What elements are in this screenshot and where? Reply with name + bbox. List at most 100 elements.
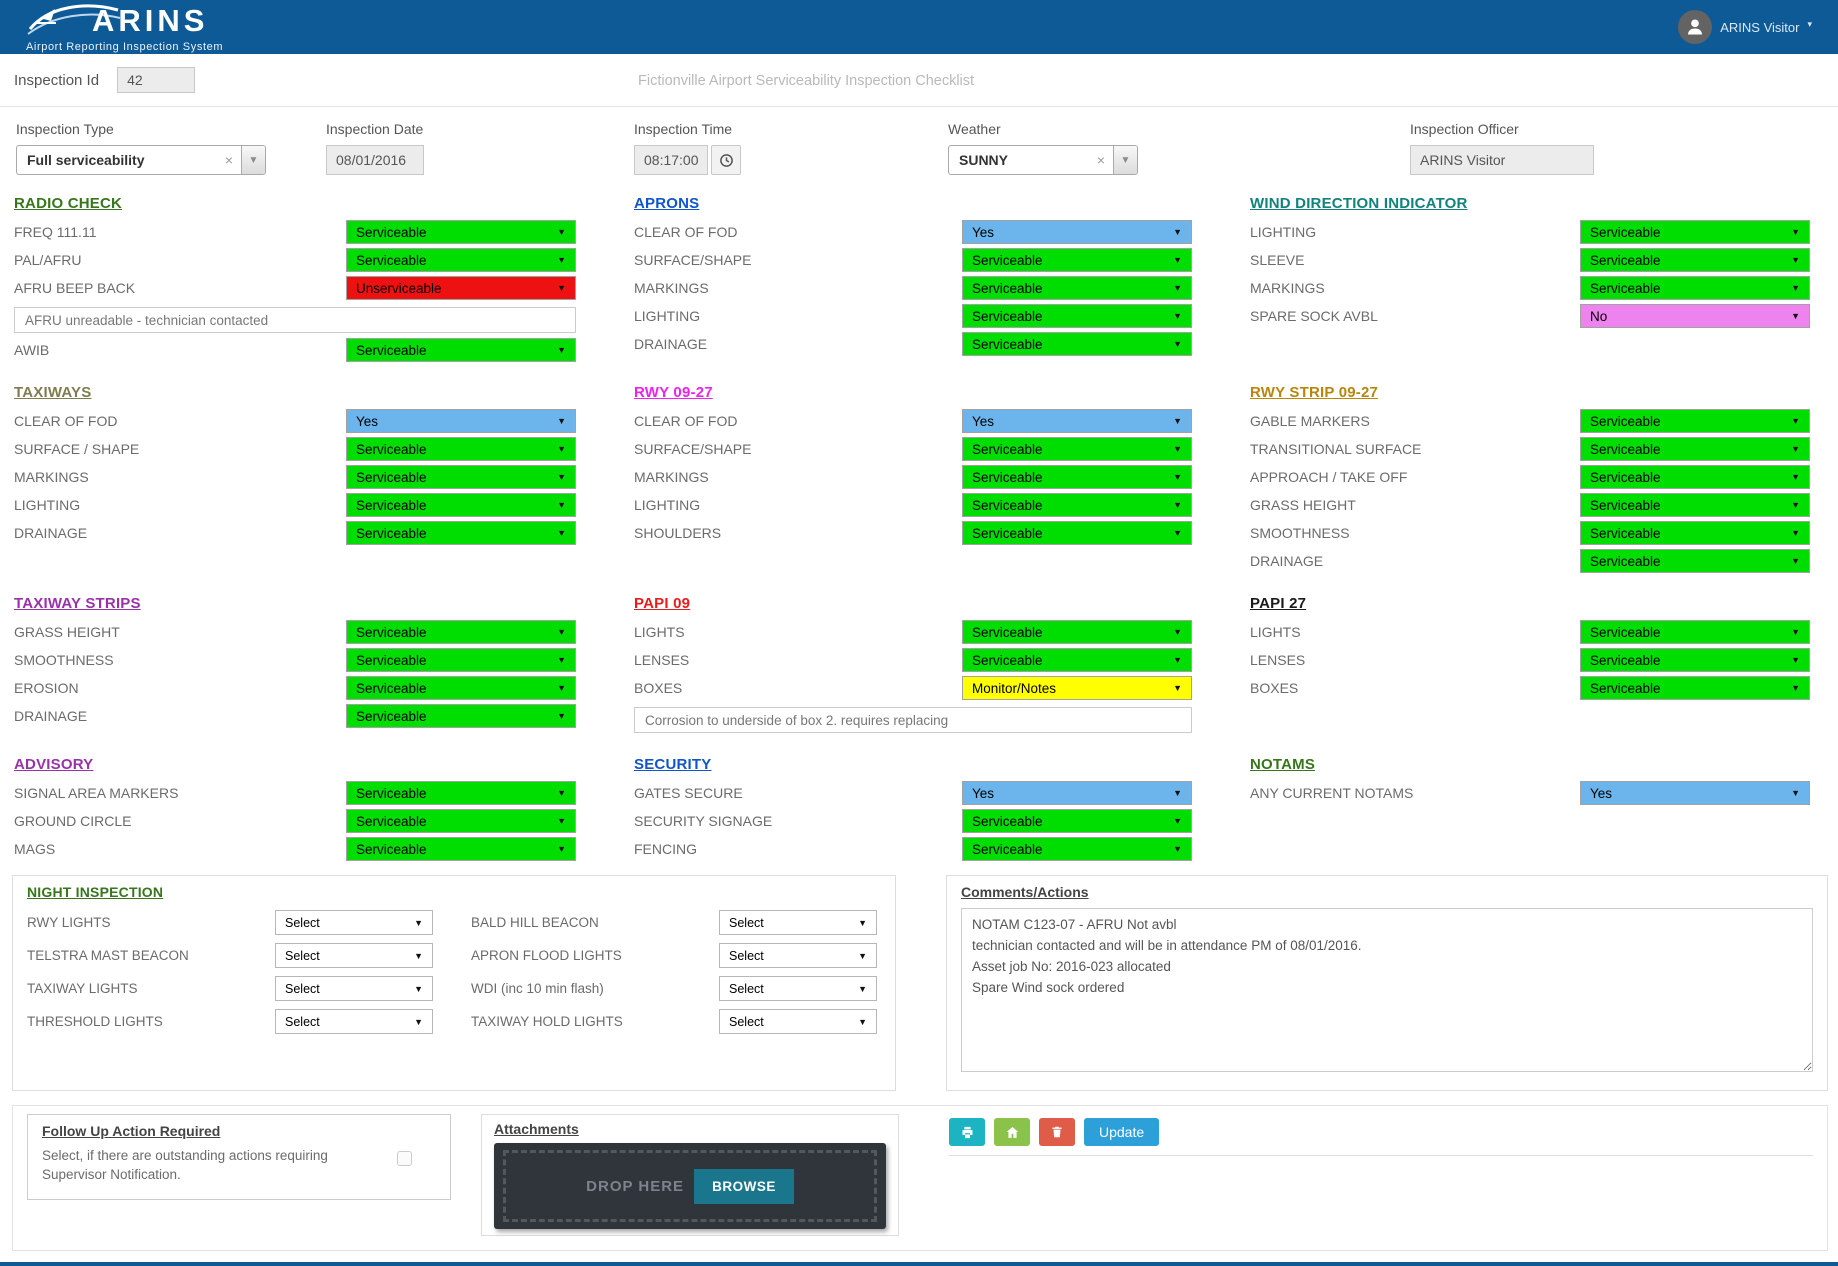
status-select-taxiway-hold-lights[interactable]: Select ▼ <box>719 1009 877 1034</box>
status-select-drainage[interactable]: Serviceable ▼ <box>962 332 1192 356</box>
status-select-approach-take-off[interactable]: Serviceable ▼ <box>1580 465 1810 489</box>
attachments-box: Attachments DROP HERE BROWSE <box>481 1114 899 1236</box>
follow-up-text: Select, if there are outstanding actions… <box>42 1148 328 1182</box>
status-select-drainage[interactable]: Serviceable ▼ <box>1580 549 1810 573</box>
checklist-item-label: DRAINAGE <box>14 525 88 541</box>
browse-button[interactable]: BROWSE <box>694 1168 794 1204</box>
status-select-markings[interactable]: Serviceable ▼ <box>1580 276 1810 300</box>
checklist-item-label: DRAINAGE <box>14 708 88 724</box>
comments-textarea[interactable]: NOTAM C123-07 - AFRU Not avbl technician… <box>961 908 1813 1072</box>
inspection-type-label: Inspection Type <box>16 121 114 137</box>
status-select-fencing[interactable]: Serviceable ▼ <box>962 837 1192 861</box>
status-select-drainage[interactable]: Serviceable ▼ <box>346 521 576 545</box>
status-select-taxiway-lights[interactable]: Select ▼ <box>275 976 433 1001</box>
status-select-wdi-inc-10-min-flash[interactable]: Select ▼ <box>719 976 877 1001</box>
status-select-markings[interactable]: Serviceable ▼ <box>346 465 576 489</box>
status-select-apron-flood-lights[interactable]: Select ▼ <box>719 943 877 968</box>
status-select-any-current-notams[interactable]: Yes ▼ <box>1580 781 1810 805</box>
checklist-row: APPROACH / TAKE OFF Serviceable ▼ <box>1250 465 1810 489</box>
status-select-signal-area-markers[interactable]: Serviceable ▼ <box>346 781 576 805</box>
chevron-down-icon: ▼ <box>1173 500 1182 510</box>
status-select-ground-circle[interactable]: Serviceable ▼ <box>346 809 576 833</box>
night-column-left: RWY LIGHTS Select ▼ TELSTRA MAST BEACON Sele… <box>27 910 433 1042</box>
checklist-item-label: THRESHOLD LIGHTS <box>27 1014 163 1029</box>
status-select-grass-height[interactable]: Serviceable ▼ <box>346 620 576 644</box>
status-select-lighting[interactable]: Serviceable ▼ <box>962 304 1192 328</box>
status-select-lenses[interactable]: Serviceable ▼ <box>962 648 1192 672</box>
status-select-boxes[interactable]: Monitor/Notes ▼ <box>962 676 1192 700</box>
footer-bar <box>0 1262 1838 1266</box>
status-select-value: Serviceable <box>356 525 427 541</box>
status-select-shoulders[interactable]: Serviceable ▼ <box>962 521 1192 545</box>
chevron-down-icon: ▼ <box>1173 227 1182 237</box>
clear-icon[interactable]: × <box>224 152 233 168</box>
section-rwy-09-27: RWY 09-27 CLEAR OF FOD Yes ▼ SURFACE/SHAPE Se… <box>634 384 1192 577</box>
status-select-transitional-surface[interactable]: Serviceable ▼ <box>1580 437 1810 461</box>
status-select-threshold-lights[interactable]: Select ▼ <box>275 1009 433 1034</box>
status-select-freq-111-11[interactable]: Serviceable ▼ <box>346 220 576 244</box>
status-select-gable-markers[interactable]: Serviceable ▼ <box>1580 409 1810 433</box>
status-select-afru-beep-back[interactable]: Unserviceable ▼ <box>346 276 576 300</box>
weather-select[interactable]: SUNNY × ▼ <box>948 145 1138 175</box>
status-select-pal-afru[interactable]: Serviceable ▼ <box>346 248 576 272</box>
status-select-smoothness[interactable]: Serviceable ▼ <box>346 648 576 672</box>
status-select-value: Serviceable <box>356 841 427 857</box>
status-select-markings[interactable]: Serviceable ▼ <box>962 276 1192 300</box>
checklist-row: THRESHOLD LIGHTS Select ▼ <box>27 1009 433 1034</box>
delete-button[interactable] <box>1039 1118 1075 1146</box>
status-select-clear-of-fod[interactable]: Yes ▼ <box>962 220 1192 244</box>
status-select-sleeve[interactable]: Serviceable ▼ <box>1580 248 1810 272</box>
status-select-markings[interactable]: Serviceable ▼ <box>962 465 1192 489</box>
status-select-surface-shape[interactable]: Serviceable ▼ <box>962 437 1192 461</box>
status-select-telstra-mast-beacon[interactable]: Select ▼ <box>275 943 433 968</box>
checklist-row: SURFACE/SHAPE Serviceable ▼ <box>634 248 1192 272</box>
status-select-erosion[interactable]: Serviceable ▼ <box>346 676 576 700</box>
status-select-grass-height[interactable]: Serviceable ▼ <box>1580 493 1810 517</box>
checklist-item-label: SURFACE/SHAPE <box>634 252 752 268</box>
dropdown-arrow-icon[interactable]: ▼ <box>1113 146 1137 174</box>
status-select-spare-sock-avbl[interactable]: No ▼ <box>1580 304 1810 328</box>
status-select-surface-shape[interactable]: Serviceable ▼ <box>962 248 1192 272</box>
chevron-down-icon: ▼ <box>1173 816 1182 826</box>
section-security: SECURITY GATES SECURE Yes ▼ SECURITY SIGNAGE… <box>634 756 1192 865</box>
dropdown-arrow-icon[interactable]: ▼ <box>241 146 265 174</box>
home-button[interactable] <box>994 1118 1030 1146</box>
status-select-security-signage[interactable]: Serviceable ▼ <box>962 809 1192 833</box>
status-select-value: Serviceable <box>356 224 427 240</box>
clock-icon[interactable] <box>711 145 741 175</box>
status-select-lights[interactable]: Serviceable ▼ <box>1580 620 1810 644</box>
status-select-drainage[interactable]: Serviceable ▼ <box>346 704 576 728</box>
user-menu[interactable]: ARINS Visitor ▾ <box>1678 10 1812 44</box>
status-select-lighting[interactable]: Serviceable ▼ <box>962 493 1192 517</box>
status-select-smoothness[interactable]: Serviceable ▼ <box>1580 521 1810 545</box>
chevron-down-icon: ▼ <box>1791 416 1800 426</box>
checklist-row: LENSES Serviceable ▼ <box>634 648 1192 672</box>
checklist-row: MAGS Serviceable ▼ <box>14 837 576 861</box>
status-select-bald-hill-beacon[interactable]: Select ▼ <box>719 910 877 935</box>
print-button[interactable] <box>949 1118 985 1146</box>
inspection-type-select[interactable]: Full serviceability × ▼ <box>16 145 266 175</box>
status-select-clear-of-fod[interactable]: Yes ▼ <box>962 409 1192 433</box>
status-select-mags[interactable]: Serviceable ▼ <box>346 837 576 861</box>
night-column-right: BALD HILL BEACON Select ▼ APRON FLOOD LIGHT… <box>471 910 877 1042</box>
attachments-dropzone[interactable]: DROP HERE BROWSE <box>494 1143 886 1229</box>
follow-up-checkbox[interactable] <box>397 1151 412 1166</box>
inspection-date-label: Inspection Date <box>326 121 424 137</box>
status-select-lighting[interactable]: Serviceable ▼ <box>346 493 576 517</box>
clear-icon[interactable]: × <box>1096 152 1105 168</box>
status-select-gates-secure[interactable]: Yes ▼ <box>962 781 1192 805</box>
note-input[interactable] <box>634 707 1192 733</box>
checklist-row: SURFACE/SHAPE Serviceable ▼ <box>634 437 1192 461</box>
status-select-surface-shape[interactable]: Serviceable ▼ <box>346 437 576 461</box>
update-button[interactable]: Update <box>1084 1118 1160 1146</box>
status-select-clear-of-fod[interactable]: Yes ▼ <box>346 409 576 433</box>
status-select-boxes[interactable]: Serviceable ▼ <box>1580 676 1810 700</box>
status-select-lights[interactable]: Serviceable ▼ <box>962 620 1192 644</box>
note-input[interactable] <box>14 307 576 333</box>
status-select-lenses[interactable]: Serviceable ▼ <box>1580 648 1810 672</box>
checklist-row: GABLE MARKERS Serviceable ▼ <box>1250 409 1810 433</box>
status-select-rwy-lights[interactable]: Select ▼ <box>275 910 433 935</box>
status-select-awib[interactable]: Serviceable ▼ <box>346 338 576 362</box>
status-select-lighting[interactable]: Serviceable ▼ <box>1580 220 1810 244</box>
section-title: WIND DIRECTION INDICATOR <box>1250 195 1468 212</box>
